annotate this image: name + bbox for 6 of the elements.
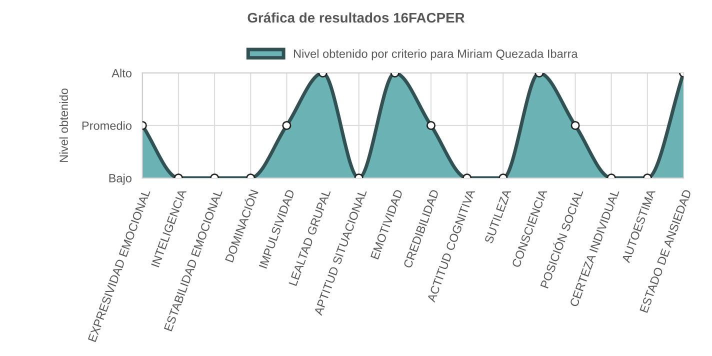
y-axis-title: Nivel obtenido: [59, 88, 68, 162]
text: Promedio: [82, 121, 132, 130]
text: Bajo: [109, 174, 132, 185]
chart-title: Gráfica de resultados 16FACPER: [248, 12, 465, 23]
legend-label: Nivel obtenido por criterio para Miriam Quezada Ibarra: [294, 49, 578, 60]
text: Alto: [112, 68, 132, 78]
